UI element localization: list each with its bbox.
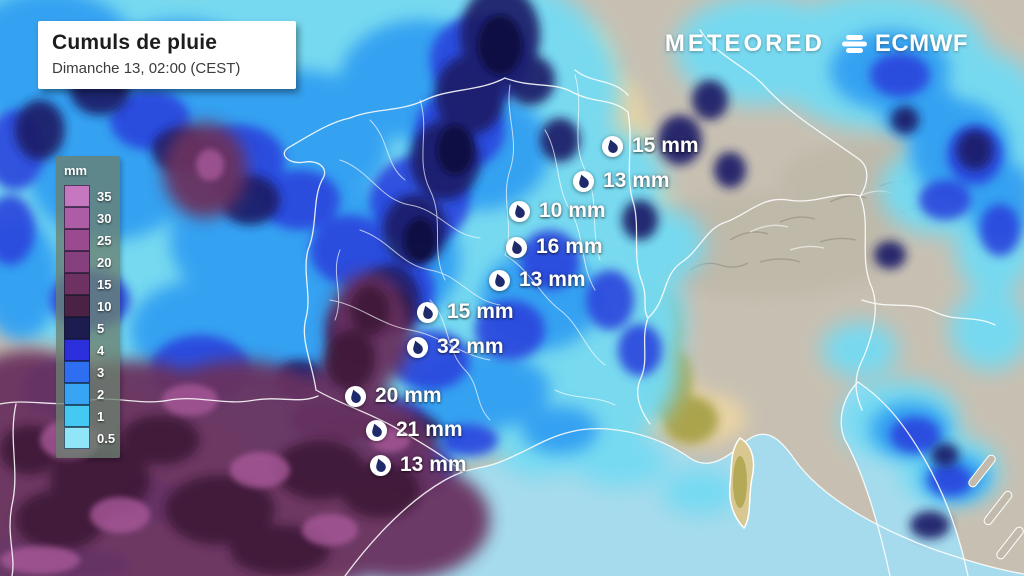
raindrop-icon xyxy=(406,336,429,359)
legend-value: 20 xyxy=(97,254,112,270)
rain-measurement: 10 mm xyxy=(508,199,606,223)
rain-measurement: 21 mm xyxy=(365,418,463,442)
legend-color-swatch xyxy=(64,206,90,229)
legend-value: 1 xyxy=(97,408,105,424)
legend-item: 35 xyxy=(64,184,114,207)
legend-value: 4 xyxy=(97,342,105,358)
legend-unit-label: mm xyxy=(64,163,88,178)
raindrop-icon xyxy=(505,236,528,259)
page-title: Cumuls de pluie xyxy=(52,31,218,54)
rain-value-text: 15 mm xyxy=(632,134,699,157)
legend-color-swatch xyxy=(64,338,90,361)
rain-measurement: 13 mm xyxy=(488,268,586,292)
ecmwf-logo-text: ECMWF xyxy=(874,30,968,57)
rain-measurement: 20 mm xyxy=(344,384,442,408)
legend-value: 2 xyxy=(97,386,105,402)
rain-value-text: 13 mm xyxy=(603,169,670,192)
legend-color-swatch xyxy=(64,250,90,273)
rain-value-text: 13 mm xyxy=(519,268,586,291)
legend-value: 3 xyxy=(97,364,105,380)
rain-measurement: 15 mm xyxy=(601,134,699,158)
rain-measurement: 16 mm xyxy=(505,235,603,259)
legend-item: 20 xyxy=(64,250,114,273)
legend-color-swatch xyxy=(64,184,90,207)
rain-value-text: 20 mm xyxy=(375,384,442,407)
raindrop-icon xyxy=(344,385,367,408)
rain-measurement: 13 mm xyxy=(369,453,467,477)
legend-item: 4 xyxy=(64,338,114,361)
legend-item: 2 xyxy=(64,382,114,405)
datetime-label: Dimanche 13, 02:00 (CEST) xyxy=(52,60,241,77)
raindrop-icon xyxy=(416,301,439,324)
legend-value: 5 xyxy=(97,320,105,336)
legend-item: 5 xyxy=(64,316,114,339)
rain-value-text: 32 mm xyxy=(437,335,504,358)
legend-value: 30 xyxy=(97,210,112,226)
raindrop-icon xyxy=(572,170,595,193)
raindrop-icon xyxy=(369,454,392,477)
raindrop-icon xyxy=(488,269,511,292)
rain-measurement: 32 mm xyxy=(406,335,504,359)
legend-value: 35 xyxy=(97,188,112,204)
legend-item: 30 xyxy=(64,206,114,229)
ecmwf-globe-icon xyxy=(841,35,867,53)
legend-value: 15 xyxy=(97,276,112,292)
brand-bar: METEORED ECMWF xyxy=(665,30,968,58)
legend-item: 0.5 xyxy=(64,426,116,449)
legend-item: 25 xyxy=(64,228,114,251)
legend-color-swatch xyxy=(64,404,90,427)
legend-color-swatch xyxy=(64,360,90,383)
rain-value-text: 15 mm xyxy=(447,300,514,323)
legend-item: 10 xyxy=(64,294,114,317)
legend-color-swatch xyxy=(64,228,90,251)
raindrop-icon xyxy=(365,419,388,442)
meteored-logo: METEORED xyxy=(664,30,825,57)
legend-value: 0.5 xyxy=(97,430,116,446)
rain-value-text: 10 mm xyxy=(539,199,606,222)
legend-item: 1 xyxy=(64,404,114,427)
legend-color-swatch xyxy=(64,426,90,449)
rain-value-text: 16 mm xyxy=(536,235,603,258)
legend-color-swatch xyxy=(64,316,90,339)
ecmwf-logo: ECMWF xyxy=(840,30,968,58)
legend-color-swatch xyxy=(64,272,90,295)
legend-item: 3 xyxy=(64,360,114,383)
precipitation-legend: mm 35 30 25 20 15 10 5 4 3 2 xyxy=(56,156,120,458)
legend-value: 25 xyxy=(97,232,112,248)
info-panel: Cumuls de pluie Dimanche 13, 02:00 (CEST… xyxy=(38,21,296,89)
legend-value: 10 xyxy=(97,298,112,314)
rain-measurement: 13 mm xyxy=(572,169,670,193)
rain-value-text: 21 mm xyxy=(396,418,463,441)
legend-color-swatch xyxy=(64,294,90,317)
raindrop-icon xyxy=(508,200,531,223)
rain-value-text: 13 mm xyxy=(400,453,467,476)
legend-item: 15 xyxy=(64,272,114,295)
raindrop-icon xyxy=(601,135,624,158)
legend-scale: 35 30 25 20 15 10 5 4 3 2 1 xyxy=(64,184,116,449)
legend-color-swatch xyxy=(64,382,90,405)
rain-measurement: 15 mm xyxy=(416,300,514,324)
